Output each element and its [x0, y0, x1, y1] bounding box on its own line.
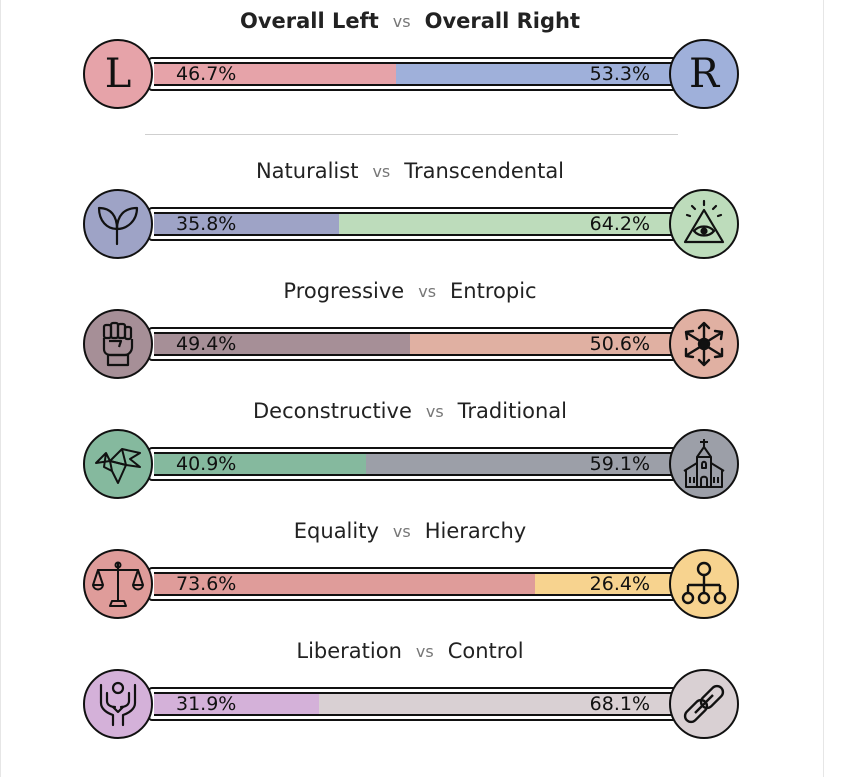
- right-letter-icon: R: [688, 51, 720, 97]
- axis-right-percent: 26.4%: [589, 573, 650, 595]
- frame-border-left: [0, 0, 1, 777]
- hierarchy-tree-icon: [681, 561, 727, 605]
- axis-left-fill: [154, 454, 366, 474]
- overall-right-fill: [395, 64, 672, 84]
- eye-pyramid-icon: [683, 199, 725, 244]
- axis-right-label: Hierarchy: [424, 519, 527, 543]
- axis-left-label: Equality: [293, 519, 379, 543]
- axis-title: Equality vs Hierarchy: [120, 516, 700, 546]
- overall-left-label: Overall Left: [239, 9, 379, 33]
- axis-bar: 35.8% 64.2%: [148, 207, 678, 241]
- overall-right-label: Overall Right: [424, 9, 581, 33]
- axis-right-circle: [669, 669, 739, 739]
- axis-right-circle: [669, 189, 739, 259]
- axis-left-fill: [154, 694, 320, 714]
- axis-title: Progressive vs Entropic: [120, 276, 700, 306]
- axis-right-circle: [669, 549, 739, 619]
- raised-arms-icon: [99, 681, 137, 727]
- vs-label: vs: [372, 161, 391, 181]
- axis-left-percent: 31.9%: [176, 693, 237, 715]
- vs-label: vs: [418, 281, 437, 301]
- axis-right-percent: 68.1%: [589, 693, 650, 715]
- divider: [145, 134, 678, 135]
- axis-left-circle: [83, 189, 153, 259]
- scales-icon: [92, 561, 144, 607]
- church-icon: [683, 439, 725, 488]
- vs-label: vs: [425, 401, 444, 421]
- axis-right-fill: [319, 694, 672, 714]
- axis-bar: 31.9% 68.1%: [148, 687, 678, 721]
- axis-left-percent: 49.4%: [176, 333, 237, 355]
- axis-right-fill: [409, 334, 672, 354]
- axis-right-percent: 50.6%: [589, 333, 650, 355]
- axis-right-label: Traditional: [457, 399, 568, 423]
- axis-left-fill: [154, 574, 536, 594]
- axis-right-label: Control: [447, 639, 524, 663]
- axis-left-label: Liberation: [296, 639, 402, 663]
- axis-right-fill: [365, 454, 672, 474]
- axis-title: Naturalist vs Transcendental: [120, 156, 700, 186]
- overall-left-percent: 46.7%: [176, 63, 237, 85]
- overall-bar: 46.7% 53.3%: [148, 57, 678, 91]
- axis-bar: 40.9% 59.1%: [148, 447, 678, 481]
- axis-left-percent: 73.6%: [176, 573, 237, 595]
- axis-left-circle: [83, 549, 153, 619]
- frame-border-right: [823, 0, 824, 777]
- axis-left-label: Naturalist: [255, 159, 359, 183]
- overall-right-percent: 53.3%: [589, 63, 650, 85]
- axis-left-circle: [83, 429, 153, 499]
- raised-fist-icon: [102, 321, 134, 367]
- overall-title: Overall Left vs Overall Right: [120, 6, 700, 36]
- axis-title: Liberation vs Control: [120, 636, 700, 666]
- chain-link-icon: [683, 684, 725, 724]
- axis-right-percent: 59.1%: [589, 453, 650, 475]
- axis-left-circle: [83, 669, 153, 739]
- axis-left-label: Deconstructive: [252, 399, 412, 423]
- overall-left-fill: [154, 64, 396, 84]
- axis-right-fill: [339, 214, 672, 234]
- axis-right-fill: [535, 574, 672, 594]
- axis-right-circle: [669, 429, 739, 499]
- sprout-icon: [97, 206, 139, 246]
- axis-right-label: Entropic: [450, 279, 537, 303]
- overall-left-circle: L: [83, 39, 153, 109]
- axis-bar: 73.6% 26.4%: [148, 567, 678, 601]
- axis-right-label: Transcendental: [404, 159, 565, 183]
- axis-left-circle: [83, 309, 153, 379]
- axis-right-circle: [669, 309, 739, 379]
- axis-left-label: Progressive: [283, 279, 405, 303]
- axis-left-fill: [154, 214, 340, 234]
- axis-title: Deconstructive vs Traditional: [120, 396, 700, 426]
- paper-bird-icon: [95, 448, 141, 484]
- scatter-arrows-icon: [684, 321, 724, 367]
- axis-right-percent: 64.2%: [589, 213, 650, 235]
- vs-label: vs: [392, 521, 411, 541]
- left-letter-icon: L: [104, 51, 132, 97]
- vs-label: vs: [392, 11, 411, 31]
- axis-left-percent: 35.8%: [176, 213, 237, 235]
- axis-bar: 49.4% 50.6%: [148, 327, 678, 361]
- axis-left-percent: 40.9%: [176, 453, 237, 475]
- axis-left-fill: [154, 334, 410, 354]
- overall-right-circle: R: [669, 39, 739, 109]
- vs-label: vs: [415, 641, 434, 661]
